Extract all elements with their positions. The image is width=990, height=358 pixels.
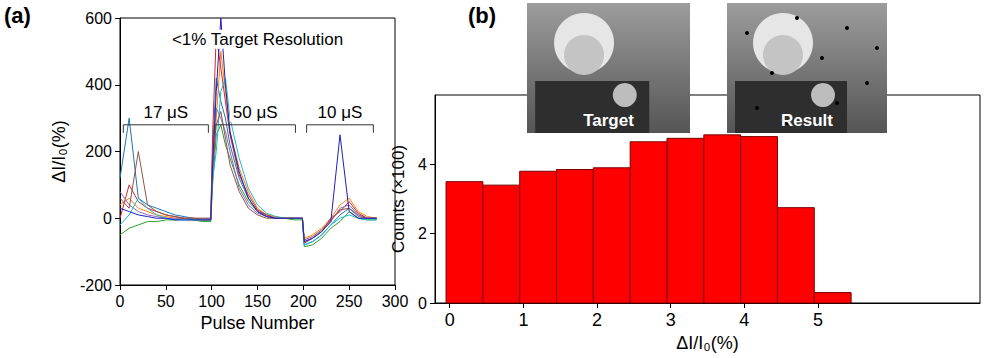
svg-text:Result: Result — [781, 111, 833, 130]
svg-text:<1% Target Resolution: <1% Target Resolution — [172, 30, 343, 49]
svg-text:0: 0 — [103, 210, 112, 227]
svg-text:(a): (a) — [4, 3, 31, 28]
svg-text:150: 150 — [244, 293, 271, 310]
svg-text:Pulse Number: Pulse Number — [200, 313, 314, 333]
svg-text:Counts (×100): Counts (×100) — [389, 145, 408, 253]
svg-text:400: 400 — [85, 76, 112, 93]
svg-text:10 μS: 10 μS — [318, 103, 363, 122]
svg-text:0: 0 — [418, 295, 427, 312]
svg-text:ΔI/I₀(%): ΔI/I₀(%) — [49, 120, 69, 183]
svg-text:2: 2 — [592, 310, 602, 330]
svg-text:50 μS: 50 μS — [233, 103, 278, 122]
svg-text:250: 250 — [336, 293, 363, 310]
svg-text:600: 600 — [85, 10, 112, 27]
svg-text:17 μS: 17 μS — [143, 103, 188, 122]
svg-text:-200: -200 — [80, 277, 112, 294]
svg-text:200: 200 — [85, 143, 112, 160]
svg-text:0: 0 — [445, 310, 455, 330]
svg-text:Target: Target — [583, 111, 634, 130]
svg-text:1: 1 — [518, 310, 528, 330]
svg-text:3: 3 — [666, 310, 676, 330]
svg-text:4: 4 — [418, 156, 427, 173]
svg-text:0: 0 — [116, 293, 125, 310]
svg-text:ΔI/I₀(%): ΔI/I₀(%) — [676, 333, 739, 353]
svg-text:4: 4 — [739, 310, 749, 330]
svg-text:50: 50 — [157, 293, 175, 310]
svg-text:(b): (b) — [468, 3, 496, 28]
svg-text:5: 5 — [813, 310, 823, 330]
svg-text:100: 100 — [198, 293, 225, 310]
svg-text:200: 200 — [290, 293, 317, 310]
svg-text:2: 2 — [418, 225, 427, 242]
svg-text:300: 300 — [382, 293, 409, 310]
